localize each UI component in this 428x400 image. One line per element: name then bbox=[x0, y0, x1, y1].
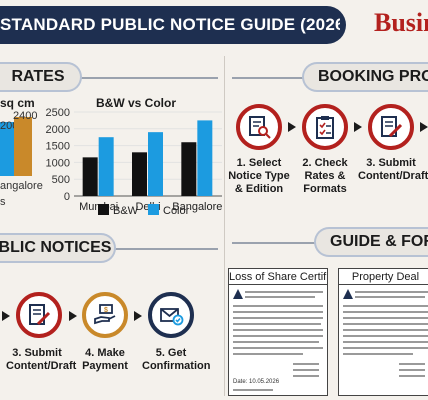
step-1-label: 1. Select Notice Type & Edition bbox=[228, 157, 290, 195]
legend-label: Color bbox=[163, 205, 190, 217]
column-divider bbox=[224, 56, 225, 396]
bar-color-mumbai bbox=[98, 137, 114, 196]
sample-notice-property-deal: Property Deal bbox=[338, 268, 428, 396]
legend-label: B&W bbox=[113, 205, 139, 217]
y-tick-label: 1000 bbox=[46, 157, 70, 169]
bar-color-delhi bbox=[148, 132, 163, 196]
document-date: Date: 10.05.2026 bbox=[233, 379, 280, 385]
y-tick-label: 2000 bbox=[46, 124, 70, 136]
notice-step-3-circle bbox=[16, 292, 62, 338]
step-arrow bbox=[420, 122, 428, 132]
step-arrow bbox=[354, 122, 362, 132]
pencil-document-icon bbox=[381, 116, 403, 138]
clipboard-checklist-icon bbox=[316, 116, 334, 139]
step-arrow bbox=[134, 311, 142, 321]
brand-logo-text: Busin bbox=[374, 8, 428, 37]
chart-title: B&W vs Color bbox=[96, 96, 177, 110]
magnifier-document-icon bbox=[249, 116, 271, 139]
notice-step-5-label: 5. Get Confirmation bbox=[142, 347, 211, 372]
y-tick-label: 0 bbox=[64, 191, 70, 203]
legend-swatch bbox=[98, 204, 109, 215]
left-chart-value-label-top: 2400 bbox=[13, 110, 38, 122]
step-arrow bbox=[69, 311, 77, 321]
x-tick-label: Bangalore bbox=[172, 201, 222, 213]
notice-step-4-circle: $ bbox=[82, 292, 128, 338]
step-1-circle bbox=[236, 104, 282, 150]
bar-chart: 05001000150020002500MumbaiDelhiBangalore… bbox=[46, 107, 223, 217]
notice-step-4-label: 4. Make Payment bbox=[82, 347, 128, 372]
bar-color-bangalore bbox=[197, 120, 213, 196]
page-title: STANDARD PUBLIC NOTICE GUIDE (2026) bbox=[0, 15, 340, 34]
left-chart-bar-color bbox=[0, 122, 16, 176]
hand-money-icon: $ bbox=[94, 304, 116, 325]
svg-text:$: $ bbox=[104, 307, 108, 314]
step-2-circle bbox=[302, 104, 348, 150]
sample-notice-loss-of-share: Loss of Share Certificate Date: 10.05.20… bbox=[228, 268, 328, 396]
section-rates: RATES bbox=[0, 62, 82, 92]
left-chart-category: angalore bbox=[0, 180, 43, 192]
document-title: Loss of Share Certificate bbox=[229, 271, 327, 285]
section-guide-forms: GUIDE & FORM bbox=[314, 227, 428, 257]
section-public-notices: BLIC NOTICES bbox=[0, 233, 116, 263]
emblem-icon bbox=[233, 289, 243, 299]
step-3-circle bbox=[368, 104, 414, 150]
bar-bw-delhi bbox=[132, 152, 147, 196]
y-tick-label: 500 bbox=[52, 174, 70, 186]
left-chart-value-label: 200 bbox=[0, 120, 19, 132]
pencil-document-icon bbox=[29, 304, 51, 326]
bar-bw-bangalore bbox=[181, 142, 197, 196]
notice-step-5-circle bbox=[148, 292, 194, 338]
left-chart-legend-fragment: s bbox=[0, 196, 6, 208]
step-arrow bbox=[2, 311, 10, 321]
y-tick-label: 2500 bbox=[46, 107, 70, 119]
step-2-label: 2. Check Rates & Formats bbox=[302, 157, 348, 195]
left-chart-title: sq cm bbox=[0, 96, 35, 110]
envelope-check-icon bbox=[160, 308, 184, 326]
header-banner bbox=[0, 6, 346, 44]
step-3-label: 3. Submit Content/Draft bbox=[358, 157, 428, 182]
emblem-icon bbox=[343, 289, 353, 299]
legend-swatch bbox=[148, 204, 159, 215]
step-arrow bbox=[288, 122, 296, 132]
bar-bw-mumbai bbox=[82, 157, 98, 196]
notice-step-3-label: 3. Submit Content/Draft bbox=[6, 347, 77, 372]
left-chart-bar-gold bbox=[14, 117, 32, 176]
y-tick-label: 1500 bbox=[46, 141, 70, 153]
rates-divider-line bbox=[0, 77, 218, 79]
document-title: Property Deal bbox=[339, 269, 428, 285]
section-booking-process: BOOKING PROC bbox=[302, 62, 428, 92]
